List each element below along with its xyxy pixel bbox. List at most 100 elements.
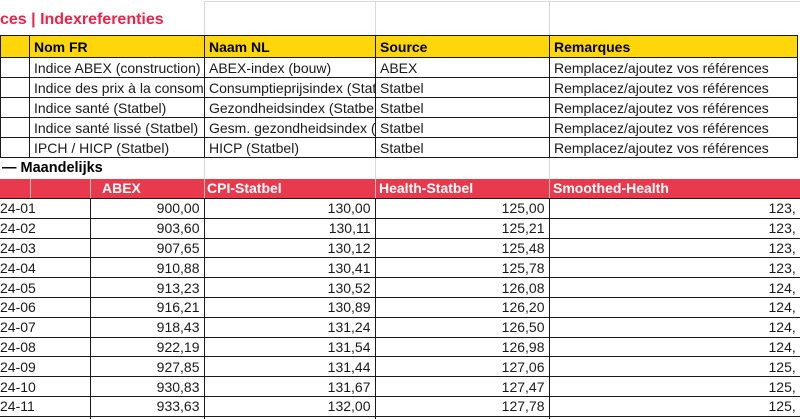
naam-nl-cell[interactable]: HICP (Statbel) — [204, 137, 376, 158]
smoothed-cell[interactable]: 124, — [548, 277, 800, 298]
cpi-cell[interactable]: 130,00 — [203, 198, 376, 219]
health-cell[interactable]: 125,21 — [374, 217, 550, 239]
section-label-maandelijks[interactable]: — Maandelijks — [2, 160, 103, 176]
row-stub-cell[interactable] — [0, 57, 30, 78]
cpi-cell[interactable]: 131,24 — [203, 316, 376, 338]
health-cell[interactable]: 127,47 — [374, 376, 550, 397]
monthly-row-partial — [0, 415, 800, 419]
abex-cell[interactable]: 913,23 — [89, 277, 205, 298]
health-cell[interactable]: 126,20 — [374, 296, 550, 318]
abex-cell[interactable]: 927,85 — [89, 356, 205, 378]
month-cell[interactable]: 24-06 — [0, 296, 91, 318]
nom-fr-cell[interactable]: IPCH / HICP (Statbel) — [29, 137, 205, 158]
row-stub-cell[interactable] — [0, 97, 30, 118]
month-cell[interactable]: 24-04 — [0, 257, 91, 279]
month-cell[interactable]: 24-07 — [0, 316, 91, 338]
abex-cell[interactable]: 918,43 — [89, 316, 205, 338]
column-header-nom-fr[interactable]: Nom FR — [29, 35, 205, 58]
month-cell[interactable]: 24-02 — [0, 217, 91, 239]
monthly-row: 24-01 900,00 130,00 125,00 123, — [0, 198, 800, 219]
smoothed-cell[interactable] — [548, 415, 800, 419]
cpi-cell[interactable]: 130,41 — [203, 257, 376, 279]
cpi-cell[interactable]: 130,12 — [203, 237, 376, 259]
gridline-vertical — [375, 158, 376, 179]
cpi-cell[interactable]: 130,11 — [203, 217, 376, 239]
health-cell[interactable]: 126,98 — [374, 336, 550, 358]
smoothed-cell[interactable]: 123, — [548, 217, 800, 239]
monthly-row: 24-03 907,65 130,12 125,48 123, — [0, 237, 800, 259]
smoothed-cell[interactable]: 123, — [548, 237, 800, 259]
month-cell[interactable]: 24-09 — [0, 356, 91, 378]
abex-cell[interactable]: 916,21 — [89, 296, 205, 318]
cpi-cell[interactable]: 131,54 — [203, 336, 376, 358]
smoothed-cell[interactable]: 125, — [548, 356, 800, 378]
nom-fr-cell[interactable]: Indice santé lissé (Statbel) — [29, 117, 205, 138]
reference-row: Indice ABEX (construction) ABEX-index (b… — [0, 57, 798, 78]
source-cell[interactable]: Statbel — [375, 117, 550, 138]
naam-nl-cell[interactable]: Gesm. gezondheidsindex (S — [204, 117, 376, 138]
health-cell[interactable]: 126,08 — [374, 277, 550, 298]
month-cell[interactable]: 24-01 — [0, 198, 91, 219]
smoothed-cell[interactable]: 125, — [548, 376, 800, 397]
health-cell[interactable]: 125,48 — [374, 237, 550, 259]
column-header-abex[interactable]: ABEX — [102, 180, 141, 196]
smoothed-cell[interactable]: 125, — [548, 395, 800, 417]
source-cell[interactable]: ABEX — [375, 57, 550, 78]
row-stub-cell[interactable] — [0, 137, 30, 158]
column-header-health-statbel[interactable]: Health-Statbel — [379, 180, 474, 196]
sheet-title[interactable]: ces | Indexreferenties — [0, 11, 164, 28]
cpi-cell[interactable]: 130,89 — [203, 296, 376, 318]
health-cell[interactable]: 125,00 — [374, 198, 550, 219]
health-cell[interactable]: 126,50 — [374, 316, 550, 338]
smoothed-cell[interactable]: 123, — [548, 257, 800, 279]
abex-cell[interactable]: 922,19 — [89, 336, 205, 358]
abex-cell[interactable]: 910,88 — [89, 257, 205, 279]
abex-cell[interactable]: 900,00 — [89, 198, 205, 219]
cpi-cell[interactable]: 132,00 — [203, 395, 376, 417]
remark-cell[interactable]: Remplacez/ajoutez vos références — [549, 137, 798, 158]
health-cell[interactable]: 125,78 — [374, 257, 550, 279]
column-header-naam-nl[interactable]: Naam NL — [204, 35, 376, 58]
cpi-cell[interactable]: 131,44 — [203, 356, 376, 378]
abex-cell[interactable]: 930,83 — [89, 376, 205, 397]
health-cell[interactable]: 127,78 — [374, 395, 550, 417]
naam-nl-cell[interactable]: Gezondheidsindex (Statbel) — [204, 97, 376, 118]
cpi-cell[interactable]: 130,52 — [203, 277, 376, 298]
reference-row: Indice des prix à la consomm Consumptiep… — [0, 77, 798, 98]
smoothed-cell[interactable]: 123, — [548, 198, 800, 219]
abex-cell[interactable]: 903,60 — [89, 217, 205, 239]
nom-fr-cell[interactable]: Indice des prix à la consomm — [29, 77, 205, 98]
corner-cell[interactable] — [0, 35, 30, 58]
abex-cell[interactable]: 907,65 — [89, 237, 205, 259]
month-cell[interactable]: 24-05 — [0, 277, 91, 298]
cpi-cell[interactable]: 131,67 — [203, 376, 376, 397]
remark-cell[interactable]: Remplacez/ajoutez vos références — [549, 77, 798, 98]
remark-cell[interactable]: Remplacez/ajoutez vos références — [549, 117, 798, 138]
row-stub-cell[interactable] — [0, 77, 30, 98]
month-cell[interactable]: 24-10 — [0, 376, 91, 397]
source-cell[interactable]: Statbel — [375, 137, 550, 158]
naam-nl-cell[interactable]: ABEX-index (bouw) — [204, 57, 376, 78]
source-cell[interactable]: Statbel — [375, 77, 550, 98]
month-cell[interactable]: 24-11 — [0, 395, 91, 417]
nom-fr-cell[interactable]: Indice santé (Statbel) — [29, 97, 205, 118]
remark-cell[interactable]: Remplacez/ajoutez vos références — [549, 97, 798, 118]
abex-cell[interactable]: 933,63 — [89, 395, 205, 417]
smoothed-cell[interactable]: 124, — [548, 296, 800, 318]
month-cell[interactable]: 24-03 — [0, 237, 91, 259]
smoothed-cell[interactable]: 124, — [548, 336, 800, 358]
column-header-smoothed-health[interactable]: Smoothed-Health — [553, 180, 669, 196]
nom-fr-cell[interactable]: Indice ABEX (construction) — [29, 57, 205, 78]
row-stub-cell[interactable] — [0, 117, 30, 138]
naam-nl-cell[interactable]: Consumptieprijsindex (Stat — [204, 77, 376, 98]
health-cell[interactable]: 127,06 — [374, 356, 550, 378]
month-cell[interactable]: 24-08 — [0, 336, 91, 358]
remark-cell[interactable]: Remplacez/ajoutez vos références — [549, 57, 798, 78]
column-header-remarques[interactable]: Remarques — [549, 35, 798, 58]
column-header-source[interactable]: Source — [375, 35, 550, 58]
source-cell[interactable]: Statbel — [375, 97, 550, 118]
column-header-cpi-statbel[interactable]: CPI-Statbel — [207, 180, 282, 196]
gridline-vertical — [204, 1, 205, 35]
smoothed-cell[interactable]: 124, — [548, 316, 800, 338]
